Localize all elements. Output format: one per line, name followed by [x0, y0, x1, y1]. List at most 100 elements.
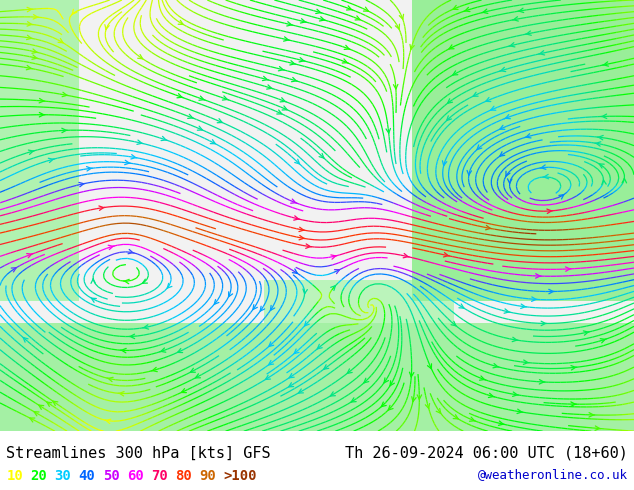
FancyArrowPatch shape [303, 289, 307, 294]
FancyArrowPatch shape [33, 15, 39, 19]
FancyArrowPatch shape [143, 279, 148, 283]
FancyArrowPatch shape [299, 389, 304, 393]
FancyArrowPatch shape [27, 66, 32, 70]
FancyArrowPatch shape [347, 369, 352, 373]
FancyArrowPatch shape [269, 361, 273, 365]
FancyArrowPatch shape [125, 160, 131, 165]
FancyArrowPatch shape [509, 43, 515, 47]
FancyArrowPatch shape [105, 24, 109, 29]
FancyArrowPatch shape [500, 67, 506, 72]
FancyArrowPatch shape [410, 372, 414, 377]
FancyArrowPatch shape [540, 165, 546, 170]
FancyArrowPatch shape [583, 331, 590, 335]
FancyArrowPatch shape [160, 348, 166, 352]
FancyArrowPatch shape [32, 55, 38, 59]
FancyArrowPatch shape [453, 5, 458, 9]
FancyArrowPatch shape [449, 45, 454, 49]
FancyArrowPatch shape [512, 337, 518, 342]
FancyArrowPatch shape [287, 22, 293, 26]
FancyArrowPatch shape [335, 270, 339, 273]
FancyArrowPatch shape [195, 374, 200, 378]
FancyArrowPatch shape [344, 45, 351, 49]
FancyArrowPatch shape [269, 342, 274, 346]
Text: 80: 80 [175, 469, 191, 483]
FancyArrowPatch shape [453, 71, 458, 75]
FancyArrowPatch shape [399, 14, 403, 19]
Text: Th 26-09-2024 06:00 UTC (18+60): Th 26-09-2024 06:00 UTC (18+60) [345, 446, 628, 461]
FancyArrowPatch shape [53, 401, 58, 406]
FancyArrowPatch shape [177, 94, 183, 98]
FancyArrowPatch shape [23, 338, 28, 342]
FancyArrowPatch shape [223, 96, 229, 100]
FancyArrowPatch shape [531, 297, 537, 301]
FancyArrowPatch shape [447, 116, 451, 121]
FancyArrowPatch shape [427, 364, 432, 369]
FancyArrowPatch shape [525, 134, 531, 138]
FancyArrowPatch shape [526, 31, 531, 35]
FancyArrowPatch shape [320, 17, 326, 21]
FancyArrowPatch shape [453, 415, 458, 419]
FancyArrowPatch shape [486, 98, 491, 101]
FancyArrowPatch shape [319, 153, 324, 158]
FancyArrowPatch shape [486, 225, 491, 230]
FancyArrowPatch shape [384, 378, 389, 383]
FancyArrowPatch shape [294, 216, 300, 220]
Text: 90: 90 [199, 469, 216, 483]
FancyArrowPatch shape [517, 409, 523, 414]
FancyArrowPatch shape [543, 174, 548, 179]
FancyArrowPatch shape [292, 269, 297, 273]
FancyArrowPatch shape [601, 114, 607, 119]
FancyArrowPatch shape [137, 140, 143, 145]
FancyArrowPatch shape [260, 306, 264, 311]
FancyArrowPatch shape [403, 253, 409, 258]
FancyArrowPatch shape [39, 113, 45, 117]
Text: 70: 70 [151, 469, 167, 483]
FancyArrowPatch shape [30, 418, 35, 422]
FancyArrowPatch shape [304, 321, 309, 326]
FancyArrowPatch shape [331, 255, 337, 259]
FancyArrowPatch shape [396, 24, 399, 29]
FancyArrowPatch shape [199, 96, 205, 100]
FancyArrowPatch shape [547, 209, 553, 214]
FancyArrowPatch shape [411, 397, 416, 402]
FancyArrowPatch shape [278, 67, 285, 71]
FancyArrowPatch shape [479, 376, 486, 380]
FancyArrowPatch shape [299, 58, 305, 62]
FancyArrowPatch shape [347, 6, 353, 10]
FancyArrowPatch shape [306, 244, 311, 248]
FancyArrowPatch shape [498, 421, 505, 425]
FancyArrowPatch shape [167, 283, 172, 288]
FancyArrowPatch shape [131, 155, 137, 159]
FancyArrowPatch shape [382, 402, 386, 407]
FancyArrowPatch shape [470, 417, 476, 421]
FancyArrowPatch shape [541, 321, 547, 326]
FancyArrowPatch shape [61, 128, 67, 133]
FancyArrowPatch shape [355, 16, 360, 20]
FancyArrowPatch shape [597, 135, 603, 140]
FancyArrowPatch shape [277, 110, 281, 114]
Text: 50: 50 [103, 469, 119, 483]
FancyArrowPatch shape [589, 413, 595, 417]
FancyArrowPatch shape [512, 17, 519, 21]
FancyArrowPatch shape [129, 334, 134, 339]
FancyArrowPatch shape [513, 392, 519, 396]
FancyArrowPatch shape [390, 381, 394, 386]
FancyArrowPatch shape [436, 409, 441, 414]
FancyArrowPatch shape [521, 304, 526, 309]
FancyArrowPatch shape [270, 305, 275, 310]
FancyArrowPatch shape [330, 392, 335, 396]
FancyArrowPatch shape [181, 389, 186, 392]
FancyArrowPatch shape [262, 76, 269, 81]
FancyArrowPatch shape [488, 393, 495, 397]
FancyArrowPatch shape [463, 7, 470, 12]
FancyArrowPatch shape [364, 378, 369, 383]
FancyArrowPatch shape [595, 426, 601, 430]
FancyArrowPatch shape [566, 267, 571, 271]
FancyArrowPatch shape [549, 289, 554, 294]
FancyArrowPatch shape [388, 405, 393, 410]
FancyArrowPatch shape [602, 62, 609, 66]
Text: 60: 60 [127, 469, 143, 483]
Text: 40: 40 [79, 469, 95, 483]
FancyArrowPatch shape [491, 106, 496, 110]
FancyArrowPatch shape [27, 22, 33, 26]
